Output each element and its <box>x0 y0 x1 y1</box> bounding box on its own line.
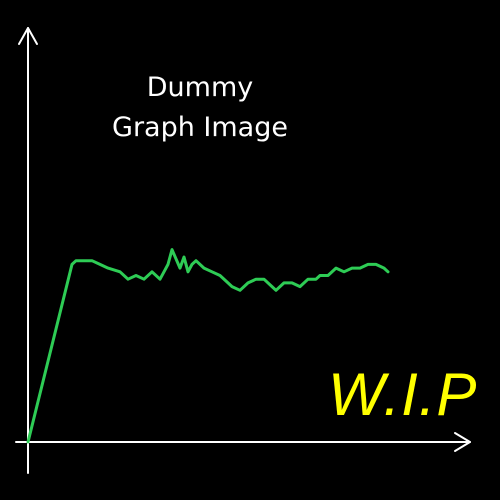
series-line-1 <box>26 248 390 444</box>
chart-title-line-1: Dummy <box>146 72 254 103</box>
x-axis-arrow-icon <box>454 432 471 452</box>
y-axis-arrow-icon <box>18 27 38 45</box>
y-axis <box>18 27 38 474</box>
wip-annotation: W.I.P <box>328 361 478 428</box>
x-axis <box>15 432 471 452</box>
chart-title-line-2: Graph Image <box>112 112 288 143</box>
chart-title: Dummy Graph Image <box>90 68 310 148</box>
series-layer <box>26 248 390 444</box>
